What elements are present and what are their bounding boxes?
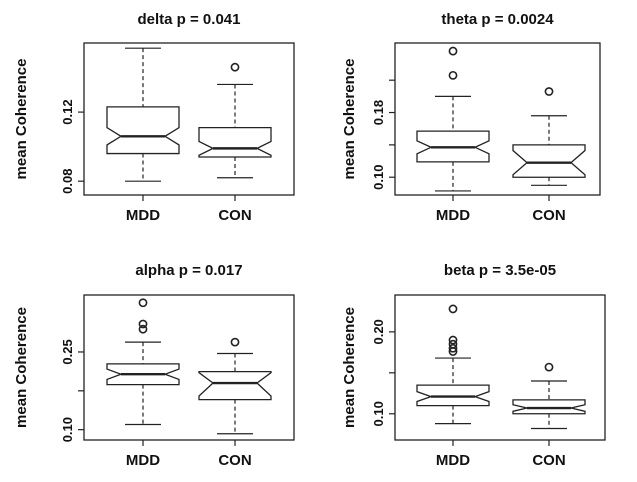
box-con xyxy=(198,337,272,435)
y-tick-label: 0.25 xyxy=(60,339,75,364)
outlier-point xyxy=(138,298,148,308)
x-tick-label: MDD xyxy=(436,207,470,224)
plot-frame xyxy=(394,42,601,196)
outlier-point xyxy=(138,324,148,334)
y-axis-label: mean Coherence xyxy=(13,307,30,428)
plot-frame xyxy=(394,294,606,441)
outlier-point xyxy=(448,304,458,314)
outlier-point xyxy=(448,335,458,345)
box-mdd xyxy=(416,304,490,425)
box-con xyxy=(198,62,272,179)
y-tick-label: 0.10 xyxy=(371,401,386,426)
notched-box xyxy=(198,126,272,158)
outlier-point xyxy=(544,87,554,96)
box-mdd xyxy=(106,298,180,426)
y-axis-label: mean Coherence xyxy=(341,59,358,180)
outlier-point xyxy=(448,343,458,353)
y-axis-label: mean Coherence xyxy=(13,59,30,180)
y-tick-label: 0.10 xyxy=(60,417,75,442)
y-tick-label: 0.12 xyxy=(60,99,75,124)
panel-3: alpha p = 0.017 mean Coherence 0.10 0.25 MDD… xyxy=(13,262,295,469)
x-tick-label: MDD xyxy=(126,207,160,224)
x-tick-label: MDD xyxy=(126,452,160,469)
outlier-point xyxy=(138,319,148,329)
panel-title: delta p = 0.041 xyxy=(138,11,241,28)
outlier-point xyxy=(230,337,240,347)
outlier-point xyxy=(448,46,458,56)
notched-box xyxy=(512,399,586,415)
notched-box xyxy=(416,384,490,407)
outlier-point xyxy=(448,339,458,349)
panel-2: theta p = 0.0024 mean Coherence 0.10 0.18 MD… xyxy=(341,11,601,224)
x-tick-label: CON xyxy=(218,207,251,224)
y-tick-label: 0.10 xyxy=(371,165,386,190)
outlier-point xyxy=(448,70,458,80)
panel-1: delta p = 0.041 mean Coherence 0.08 0.12 MDD… xyxy=(13,11,295,224)
y-axis-label: mean Coherence xyxy=(341,307,358,428)
outlier-point xyxy=(544,362,554,372)
x-tick-label: MDD xyxy=(436,452,470,469)
outlier-point xyxy=(230,62,240,72)
panel-title: beta p = 3.5e-05 xyxy=(444,262,556,279)
plot-frame xyxy=(83,42,295,196)
x-tick-label: CON xyxy=(532,452,565,469)
panel-title: alpha p = 0.017 xyxy=(135,262,242,279)
panel-4: beta p = 3.5e-05 mean Coherence 0.10 0.20 MD… xyxy=(341,262,606,469)
notched-box xyxy=(198,370,272,401)
y-tick-label: 0.18 xyxy=(371,100,386,125)
box-con xyxy=(512,362,586,430)
notched-box xyxy=(512,144,586,178)
box-con xyxy=(512,87,586,186)
box-mdd xyxy=(106,47,180,182)
y-tick-label: 0.08 xyxy=(60,169,75,194)
box-mdd xyxy=(416,46,490,192)
x-tick-label: CON xyxy=(218,452,251,469)
y-tick-label: 0.20 xyxy=(371,319,386,344)
panel-title: theta p = 0.0024 xyxy=(441,11,554,28)
plot-frame xyxy=(83,294,295,441)
notched-box xyxy=(106,106,180,155)
x-tick-label: CON xyxy=(532,207,565,224)
